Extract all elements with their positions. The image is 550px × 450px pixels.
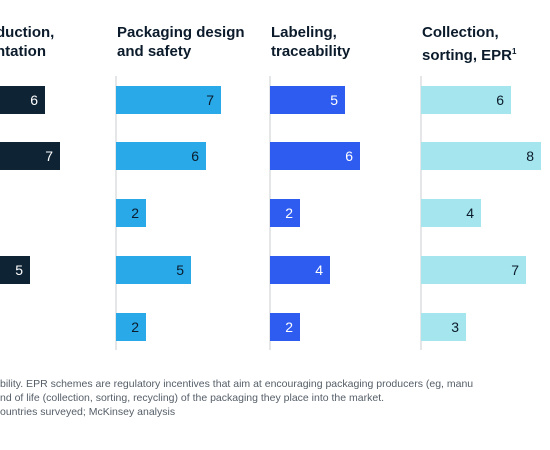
bar [421,256,526,284]
bar-value-label: 8 [526,148,534,164]
bar [116,86,221,114]
footnote-line: ountries surveyed; McKinsey analysis [0,406,176,418]
bar-value-label: 4 [315,262,323,278]
footnote-marker: 1 [512,47,517,56]
column-header-collection: Collection, sorting, EPR1 [422,23,516,65]
column-header-labeling: Labeling, traceability [271,23,350,61]
column-title-line: traceability [271,43,351,60]
bar [421,199,481,227]
column-title-line-with-note: sorting, EPR1 [422,42,516,65]
bar [270,199,300,227]
bar [421,313,466,341]
bar-value-label: 5 [15,262,23,278]
column-title-line: Labeling, [271,24,337,41]
bar-value-label: 4 [466,205,474,221]
bar [270,86,345,114]
bar [116,199,146,227]
bar-value-label: 6 [496,92,504,108]
bar [116,313,146,341]
column-header-production: duction, ntation [0,23,54,61]
bar-value-label: 2 [285,205,293,221]
bar-value-label: 2 [131,205,139,221]
column-header-packaging-design: Packaging design and safety [117,23,245,61]
bar-value-label: 5 [176,262,184,278]
bar [270,256,330,284]
column-title-line: duction, [0,24,55,41]
column-title-line: Packaging design [117,24,245,41]
bar [116,142,206,170]
bar [270,313,300,341]
column-title-line: and safety [117,43,192,60]
bar [0,256,30,284]
bar-value-label: 7 [206,92,214,108]
bar-value-label: 6 [345,148,353,164]
bar-value-label: 2 [285,319,293,335]
bar-value-label: 7 [511,262,519,278]
bar-value-label: 2 [131,319,139,335]
bar [270,142,360,170]
footnote-line: bility. EPR schemes are regulatory incen… [0,378,474,390]
bar-value-label: 6 [30,92,38,108]
bar-value-label: 3 [451,319,459,335]
bar [0,86,45,114]
bar [116,256,191,284]
bar [0,142,60,170]
bar [421,86,511,114]
bar-value-label: 5 [330,92,338,108]
bar-value-label: 6 [191,148,199,164]
bar [421,142,541,170]
footnote-line: nd of life (collection, sorting, recycli… [0,392,385,404]
column-title-line: sorting, EPR [422,47,513,64]
column-title-line: ntation [0,43,46,60]
column-title-line: Collection, [422,24,499,41]
bar-value-label: 7 [45,148,53,164]
